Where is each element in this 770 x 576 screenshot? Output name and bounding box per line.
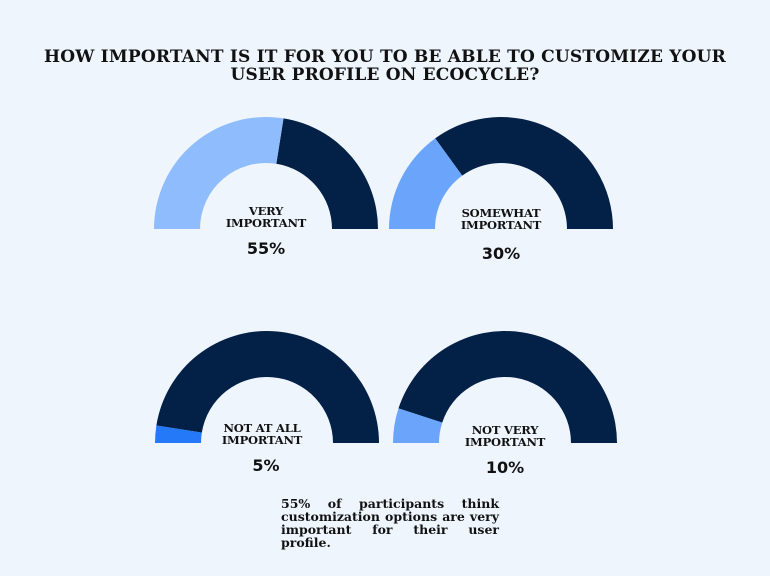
gauge-value-very-important: 55% (246, 239, 286, 258)
gauge-very-important (154, 117, 378, 229)
gauge-somewhat-important (389, 117, 613, 229)
gauge-label-not-at-all-important: NOT AT ALL IMPORTANT (221, 421, 303, 447)
gauge-fill (389, 138, 463, 229)
gauge-label-very-important: VERY IMPORTANT (225, 204, 307, 230)
gauge-fill (154, 117, 284, 229)
gauge-fill (155, 425, 202, 443)
gauge-track (435, 117, 613, 229)
gauge-fill (393, 408, 443, 443)
gauge-value-somewhat-important: 30% (481, 244, 521, 263)
summary-text: 55% of participants think customization … (281, 496, 499, 550)
gauge-track (398, 330, 617, 443)
gauge-value-not-at-all-important: 5% (252, 456, 280, 475)
gauge-track (276, 118, 378, 229)
gauge-label-somewhat-important: SOMEWHAT IMPORTANT (460, 206, 542, 232)
gauge-not-at-all-important (155, 331, 379, 443)
gauge-label-not-very-important: NOT VERY IMPORTANT (464, 423, 546, 449)
chart-title: HOW IMPORTANT IS IT FOR YOU TO BE ABLE T… (43, 47, 726, 85)
gauge-not-very-important (393, 330, 617, 443)
gauge-value-not-very-important: 10% (485, 458, 525, 477)
gauge-track (156, 331, 379, 443)
